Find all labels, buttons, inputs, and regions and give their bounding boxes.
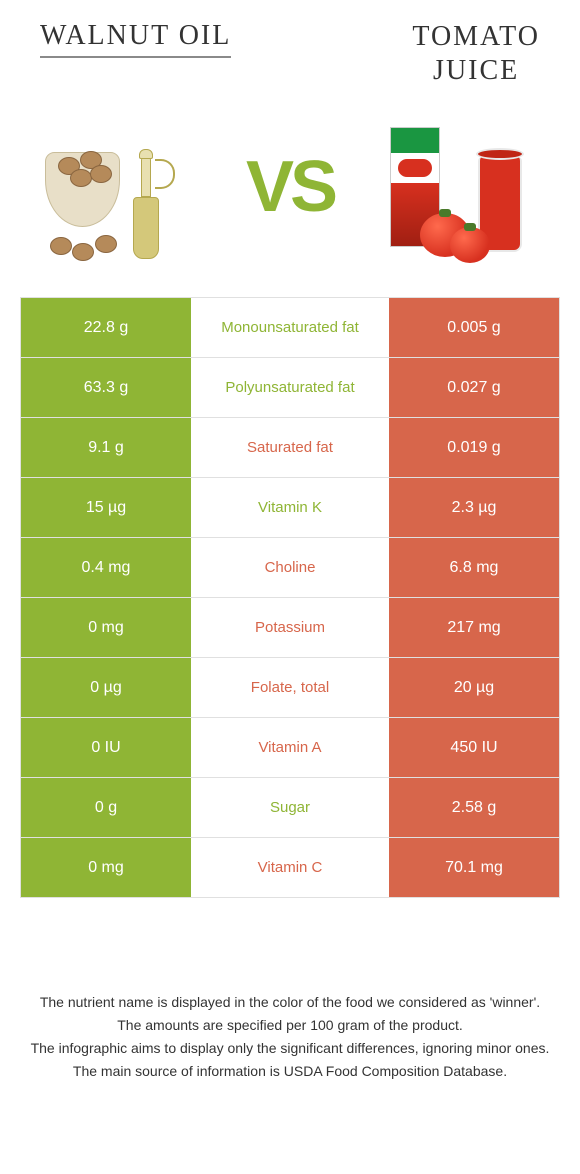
left-value: 9.1 g xyxy=(21,418,191,477)
nutrient-label: Choline xyxy=(191,538,389,597)
left-value: 22.8 g xyxy=(21,298,191,357)
tomato-juice-image xyxy=(380,107,540,267)
right-value: 0.019 g xyxy=(389,418,559,477)
footer-line-1: The nutrient name is displayed in the co… xyxy=(30,992,550,1013)
table-row: 63.3 gPolyunsaturated fat0.027 g xyxy=(20,358,560,418)
right-value: 0.027 g xyxy=(389,358,559,417)
right-value: 2.58 g xyxy=(389,778,559,837)
nutrient-label: Monounsaturated fat xyxy=(191,298,389,357)
nutrient-label: Polyunsaturated fat xyxy=(191,358,389,417)
nutrient-label: Saturated fat xyxy=(191,418,389,477)
nutrient-label: Vitamin K xyxy=(191,478,389,537)
vs-label: VS xyxy=(246,146,334,228)
right-value: 6.8 mg xyxy=(389,538,559,597)
header: Walnut oil Tomato juice xyxy=(0,0,580,87)
right-value: 217 mg xyxy=(389,598,559,657)
table-row: 0.4 mgCholine6.8 mg xyxy=(20,538,560,598)
footer-line-4: The main source of information is USDA F… xyxy=(30,1061,550,1082)
nutrient-label: Vitamin A xyxy=(191,718,389,777)
left-value: 0 mg xyxy=(21,838,191,897)
table-row: 0 gSugar2.58 g xyxy=(20,778,560,838)
nutrient-label: Vitamin C xyxy=(191,838,389,897)
left-value: 63.3 g xyxy=(21,358,191,417)
right-title-line2: juice xyxy=(433,55,519,86)
nutrient-label: Potassium xyxy=(191,598,389,657)
footer-line-3: The infographic aims to display only the… xyxy=(30,1038,550,1059)
table-row: 0 mgVitamin C70.1 mg xyxy=(20,838,560,898)
footer-notes: The nutrient name is displayed in the co… xyxy=(30,992,550,1084)
comparison-table: 22.8 gMonounsaturated fat0.005 g63.3 gPo… xyxy=(20,297,560,898)
right-food-title: Tomato juice xyxy=(412,20,540,87)
table-row: 9.1 gSaturated fat0.019 g xyxy=(20,418,560,478)
table-row: 15 µgVitamin K2.3 µg xyxy=(20,478,560,538)
nutrient-label: Folate, total xyxy=(191,658,389,717)
right-value: 2.3 µg xyxy=(389,478,559,537)
left-value: 0 µg xyxy=(21,658,191,717)
left-value: 0 IU xyxy=(21,718,191,777)
table-row: 0 mgPotassium217 mg xyxy=(20,598,560,658)
right-value: 0.005 g xyxy=(389,298,559,357)
table-row: 0 µgFolate, total20 µg xyxy=(20,658,560,718)
footer-line-2: The amounts are specified per 100 gram o… xyxy=(30,1015,550,1036)
images-row: VS xyxy=(0,87,580,297)
walnut-oil-image xyxy=(40,107,200,267)
left-value: 0 mg xyxy=(21,598,191,657)
left-food-title: Walnut oil xyxy=(40,20,231,58)
table-row: 0 IUVitamin A450 IU xyxy=(20,718,560,778)
right-value: 20 µg xyxy=(389,658,559,717)
left-value: 0.4 mg xyxy=(21,538,191,597)
left-value: 15 µg xyxy=(21,478,191,537)
right-title-line1: Tomato xyxy=(412,21,540,52)
right-value: 450 IU xyxy=(389,718,559,777)
left-value: 0 g xyxy=(21,778,191,837)
nutrient-label: Sugar xyxy=(191,778,389,837)
table-row: 22.8 gMonounsaturated fat0.005 g xyxy=(20,298,560,358)
right-value: 70.1 mg xyxy=(389,838,559,897)
